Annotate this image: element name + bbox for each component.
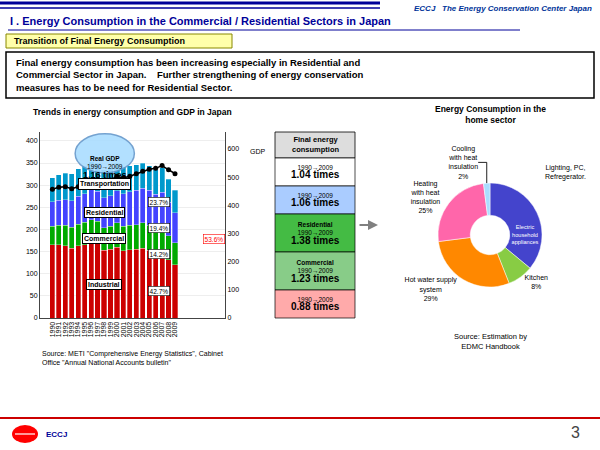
svg-text:1990→20091.04 times: 1990→20091.04 times — [291, 164, 340, 180]
svg-text:2004: 2004 — [139, 322, 146, 338]
svg-text:1992: 1992 — [62, 322, 69, 338]
svg-text:150: 150 — [26, 248, 38, 255]
svg-text:0: 0 — [227, 314, 231, 321]
svg-text:2002: 2002 — [126, 322, 133, 338]
svg-text:Real GDP1990→20091.16 times: Real GDP1990→20091.16 times — [83, 155, 127, 180]
svg-text:I . Energy Consumption in the: I . Energy Consumption in the Commercial… — [10, 15, 391, 27]
svg-text:Hot water supplysystem29%: Hot water supplysystem29% — [405, 276, 458, 301]
svg-text:50: 50 — [30, 292, 38, 299]
svg-text:0: 0 — [34, 314, 38, 321]
svg-text:Residential1990→20091.38 times: Residential1990→20091.38 times — [291, 221, 340, 246]
svg-text:1990→20091.06 times: 1990→20091.06 times — [291, 192, 340, 208]
svg-text:Coolingwith heatinsulation2%: Coolingwith heatinsulation2% — [448, 145, 478, 179]
svg-text:Trends in energy consumption a: Trends in energy consumption and GDP in … — [33, 107, 232, 117]
svg-text:Source: METI "Comprehensive En: Source: METI "Comprehensive Energy Stati… — [42, 350, 223, 366]
svg-text:14.2%: 14.2% — [150, 251, 169, 258]
svg-text:1998: 1998 — [100, 322, 107, 338]
svg-text:53.6%: 53.6% — [205, 236, 224, 243]
svg-text:500: 500 — [227, 174, 239, 181]
svg-text:Transition of Final Energy Con: Transition of Final Energy Consumption — [14, 36, 185, 46]
svg-text:100: 100 — [227, 286, 239, 293]
svg-text:2007: 2007 — [158, 322, 165, 338]
svg-text:Electrichouseholdappliances: Electrichouseholdappliances — [512, 224, 539, 245]
svg-text:100: 100 — [26, 270, 38, 277]
svg-text:300: 300 — [26, 182, 38, 189]
svg-text:2009: 2009 — [171, 322, 178, 338]
svg-text:1996: 1996 — [87, 322, 94, 338]
svg-text:Lighting, PC,Refregerator.: Lighting, PC,Refregerator. — [545, 164, 586, 181]
svg-text:2003: 2003 — [133, 322, 140, 338]
svg-text:Final energyconsumption: Final energyconsumption — [292, 135, 339, 154]
svg-text:23.7%: 23.7% — [150, 199, 169, 206]
svg-text:Final energy consumption has b: Final energy consumption has been increa… — [16, 57, 364, 93]
svg-text:1993: 1993 — [68, 322, 75, 338]
svg-text:350: 350 — [26, 159, 38, 166]
svg-text:ECCJ: ECCJ — [46, 430, 67, 439]
svg-text:Transportation: Transportation — [80, 180, 129, 188]
svg-text:250: 250 — [26, 204, 38, 211]
svg-text:400: 400 — [227, 202, 239, 209]
svg-text:42.7%: 42.7% — [150, 288, 169, 295]
svg-text:19.4%: 19.4% — [150, 225, 169, 232]
svg-text:GDP: GDP — [250, 148, 266, 155]
svg-text:Heatingwith heatinsulation25%: Heatingwith heatinsulation25% — [410, 180, 440, 214]
svg-text:2006: 2006 — [152, 322, 159, 338]
svg-text:Energy Consumption in thehome: Energy Consumption in thehome sector — [435, 104, 546, 125]
svg-text:Commercial1990→20091.23 times: Commercial1990→20091.23 times — [291, 259, 340, 284]
svg-text:1994: 1994 — [74, 322, 81, 338]
svg-text:200: 200 — [26, 226, 38, 233]
svg-text:2008: 2008 — [165, 322, 172, 338]
svg-text:Source: Estimation byEDMC Hand: Source: Estimation byEDMC Handbook — [454, 332, 527, 351]
svg-text:200: 200 — [227, 258, 239, 265]
svg-text:1991: 1991 — [55, 322, 62, 338]
svg-text:1995: 1995 — [81, 322, 88, 338]
svg-text:1990: 1990 — [49, 322, 56, 338]
svg-text:Commercial: Commercial — [84, 235, 124, 242]
svg-text:1999: 1999 — [107, 322, 114, 338]
svg-text:ECCJ The Energy Conservation: ECCJ The Energy Conservation Center Japa… — [414, 4, 592, 13]
svg-text:300: 300 — [227, 230, 239, 237]
svg-text:1997: 1997 — [94, 322, 101, 338]
svg-text:2001: 2001 — [120, 322, 127, 338]
svg-text:600: 600 — [227, 145, 239, 152]
svg-text:2000: 2000 — [113, 322, 120, 338]
svg-text:Industrial: Industrial — [88, 281, 120, 288]
svg-text:400: 400 — [26, 137, 38, 144]
svg-text:2005: 2005 — [145, 322, 152, 338]
svg-text:3: 3 — [571, 424, 580, 441]
svg-text:Kitchen8%: Kitchen8% — [525, 274, 548, 290]
svg-text:1990→20090.88 times: 1990→20090.88 times — [291, 296, 340, 312]
svg-text:Residential: Residential — [86, 209, 123, 216]
